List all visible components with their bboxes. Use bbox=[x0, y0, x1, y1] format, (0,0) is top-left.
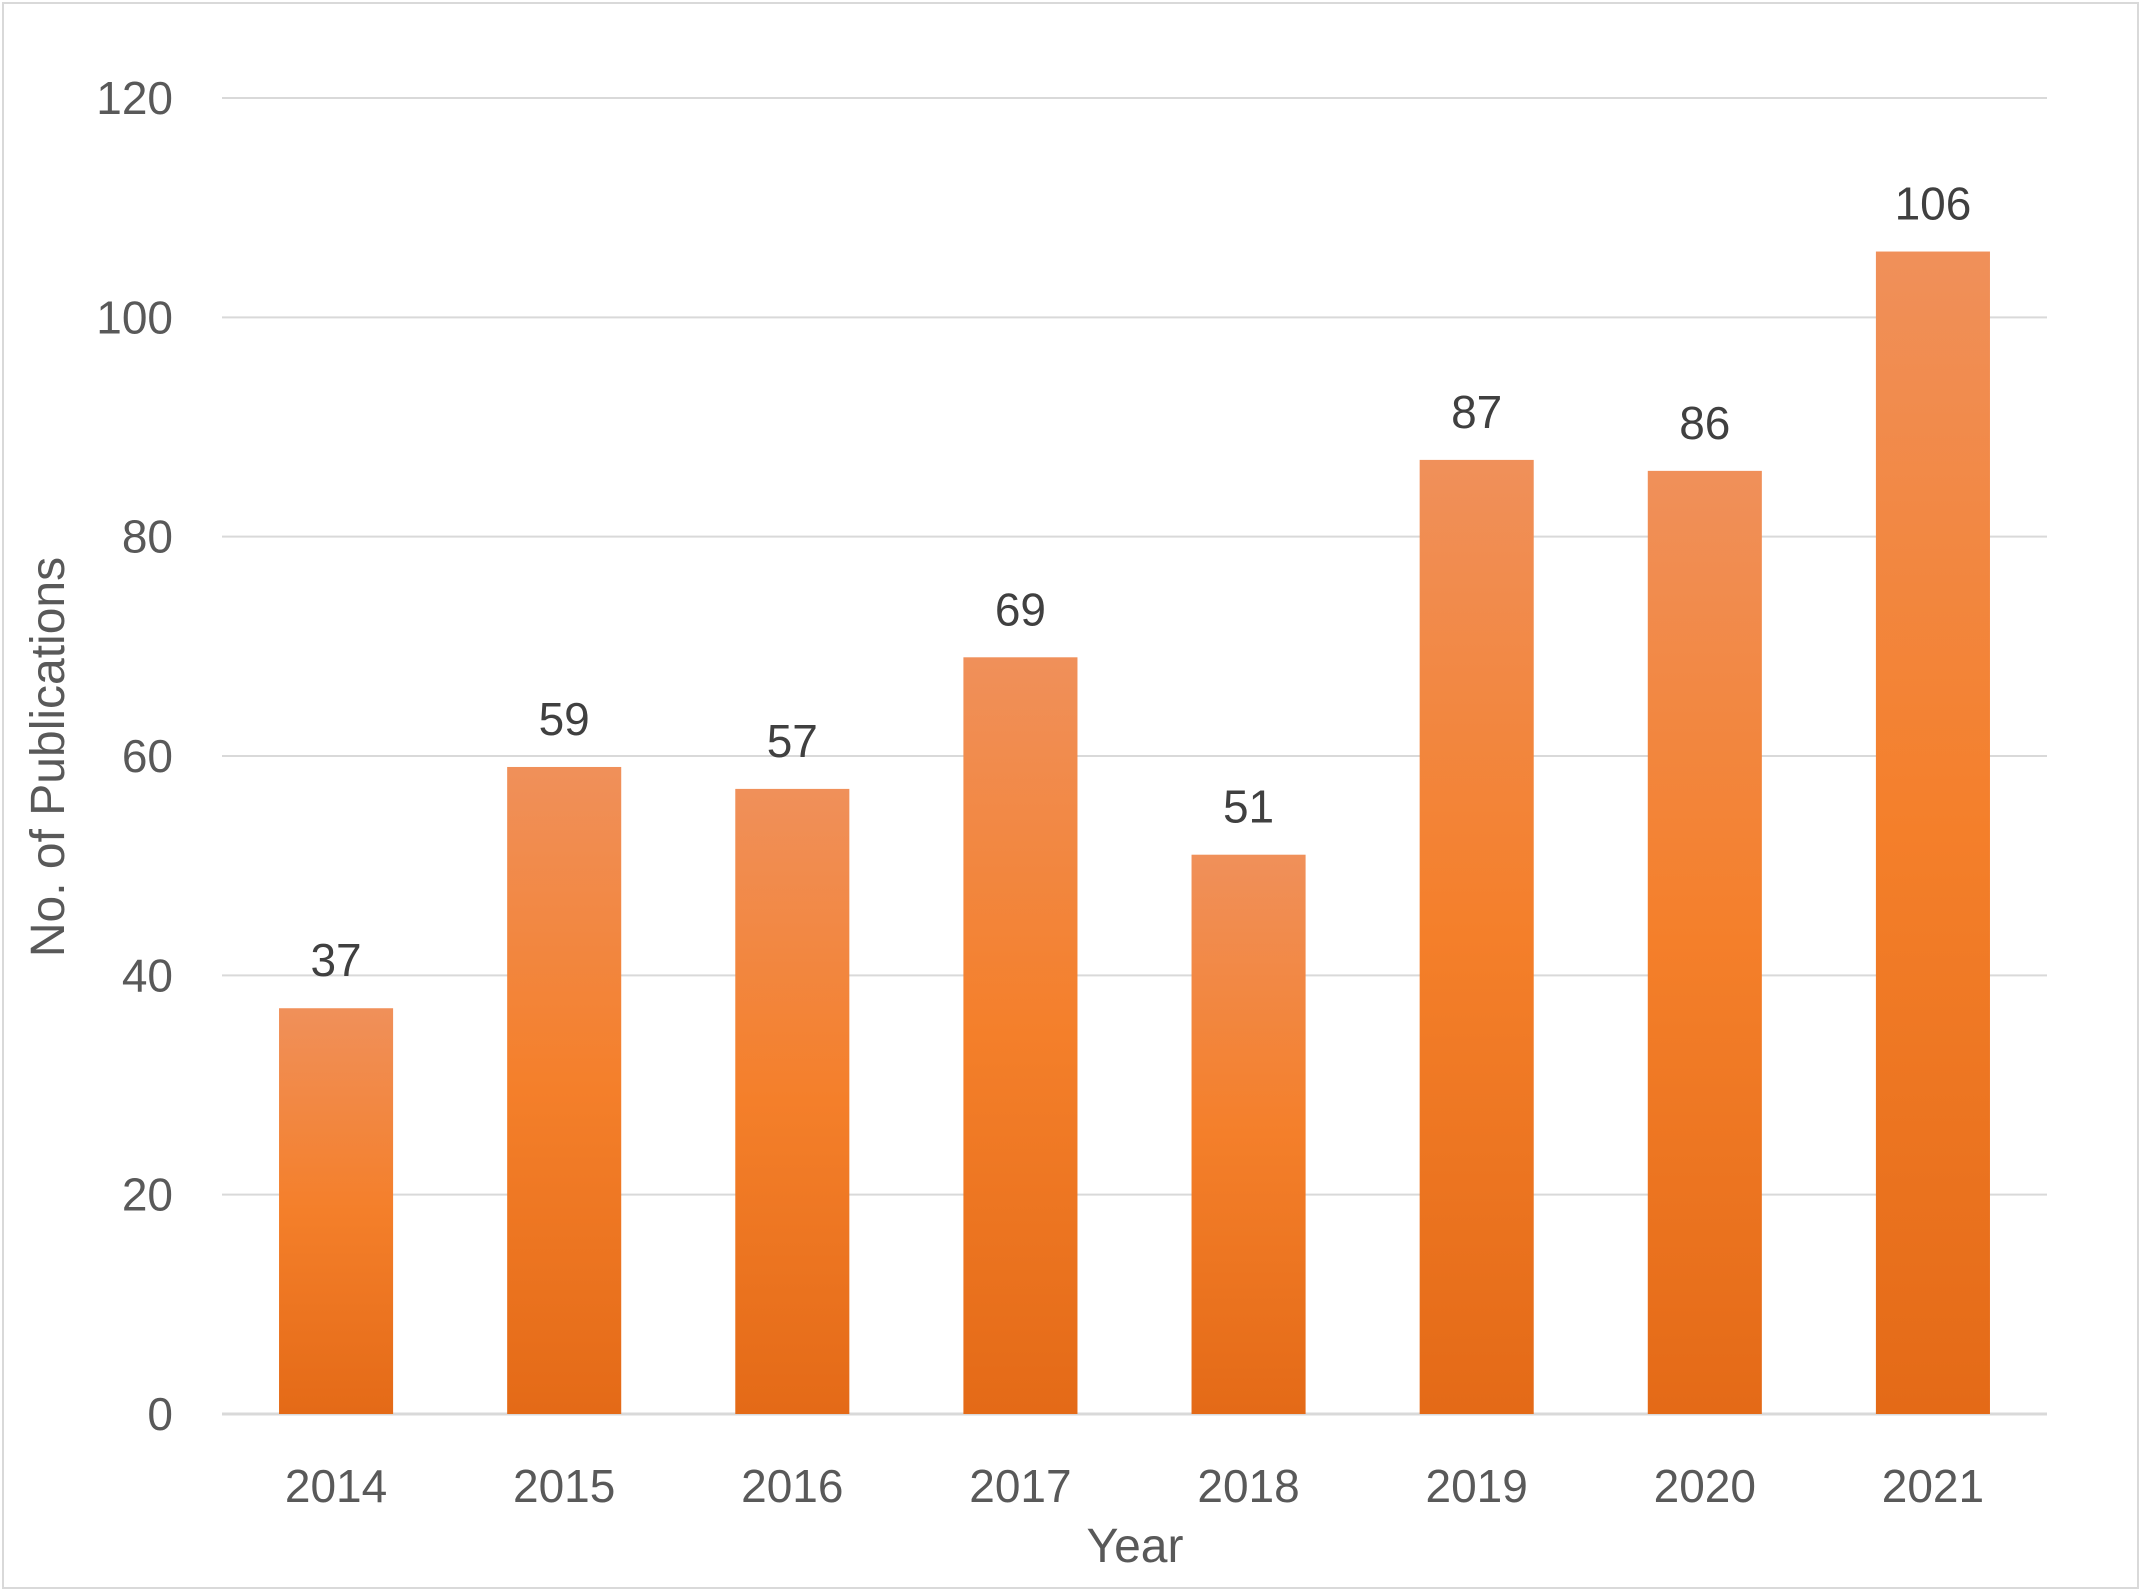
data-label-2016: 57 bbox=[767, 715, 818, 767]
x-tick-label-2021: 2021 bbox=[1882, 1460, 1984, 1512]
x-tick-label-2020: 2020 bbox=[1654, 1460, 1756, 1512]
data-label-2020: 86 bbox=[1679, 397, 1730, 449]
bar-2015 bbox=[507, 766, 622, 1414]
x-axis-ticks: 2014 2015 2016 2017 2018 2019 2020 2021 bbox=[285, 1460, 1984, 1512]
bar-2021 bbox=[1875, 251, 1990, 1415]
y-tick-label: 20 bbox=[122, 1169, 173, 1221]
data-label-2014: 37 bbox=[310, 934, 361, 986]
bar-2019 bbox=[1419, 459, 1534, 1414]
y-tick-label: 100 bbox=[96, 291, 173, 343]
bar-2017 bbox=[963, 657, 1078, 1414]
x-tick-label-2019: 2019 bbox=[1426, 1460, 1528, 1512]
bar-2020 bbox=[1647, 470, 1762, 1414]
bars bbox=[279, 251, 1990, 1415]
x-tick-label-2014: 2014 bbox=[285, 1460, 387, 1512]
data-label-2015: 59 bbox=[539, 693, 590, 745]
y-tick-label: 60 bbox=[122, 730, 173, 782]
data-label-2019: 87 bbox=[1451, 386, 1502, 438]
y-tick-label: 120 bbox=[96, 72, 173, 124]
y-axis-ticks: 0 20 40 60 80 100 120 bbox=[96, 72, 173, 1440]
x-tick-label-2017: 2017 bbox=[969, 1460, 1071, 1512]
data-label-2021: 106 bbox=[1895, 178, 1972, 230]
y-axis-title: No. of Publications bbox=[22, 557, 75, 957]
y-tick-label: 40 bbox=[122, 949, 173, 1001]
data-labels: 37 59 57 69 51 87 86 106 bbox=[310, 178, 1971, 987]
y-tick-label: 0 bbox=[147, 1388, 173, 1440]
bar-2018 bbox=[1191, 854, 1306, 1414]
data-label-2018: 51 bbox=[1223, 781, 1274, 833]
gridlines bbox=[222, 97, 2047, 1416]
x-tick-label-2016: 2016 bbox=[741, 1460, 843, 1512]
bar-2014 bbox=[279, 1008, 394, 1414]
x-axis-title: Year bbox=[1087, 1520, 1184, 1573]
y-tick-label: 80 bbox=[122, 511, 173, 563]
data-label-2017: 69 bbox=[995, 583, 1046, 635]
bar-2016 bbox=[735, 788, 850, 1414]
x-tick-label-2018: 2018 bbox=[1197, 1460, 1299, 1512]
x-tick-label-2015: 2015 bbox=[513, 1460, 615, 1512]
